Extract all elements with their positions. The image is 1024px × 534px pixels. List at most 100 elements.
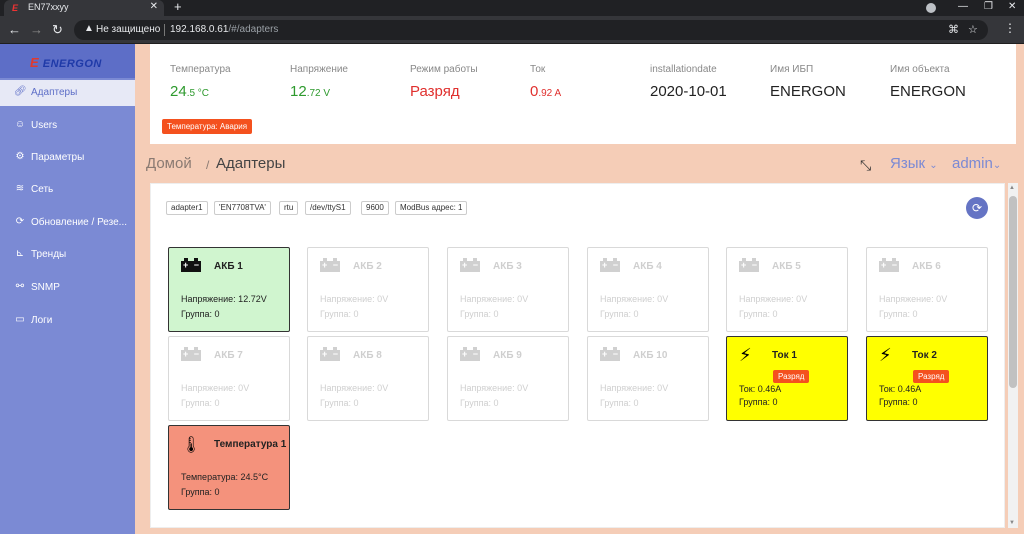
card-group: Группа: 0 xyxy=(181,398,220,408)
adapter-protocol-chip: rtu xyxy=(279,201,299,215)
adapter-card[interactable]: + − АКБ 6 Напряжение: 0V Группа: 0 xyxy=(866,247,988,332)
adapter-card[interactable]: ⚡︎ Ток 1 Разряд Ток: 0.46A Группа: 0 xyxy=(726,336,848,421)
sidebar-item-update[interactable]: ⟳ Обновление / Резе... xyxy=(0,210,135,236)
fullscreen-icon[interactable]: ⤡ xyxy=(860,157,872,173)
breadcrumb-current: Адаптеры xyxy=(216,155,286,172)
scroll-down-icon[interactable]: ▼ xyxy=(1009,520,1015,526)
energon-logo[interactable]: E ENERGON xyxy=(30,55,102,70)
scrollbar-thumb[interactable] xyxy=(1009,196,1017,388)
language-dropdown[interactable]: Язык ⌄ xyxy=(890,155,938,172)
sidebar-item-trends[interactable]: ⊾ Тренды xyxy=(0,242,135,268)
sidebar-item-parameters[interactable]: ⚙ Параметры xyxy=(0,145,135,171)
user-dropdown[interactable]: admin⌄ xyxy=(952,155,1001,172)
url-text[interactable]: 192.168.0.61/#/adapters xyxy=(170,24,278,35)
battery-terminals: + − xyxy=(602,349,618,359)
language-label: Язык xyxy=(890,155,926,172)
chevron-down-icon: ⌄ xyxy=(929,160,938,171)
adapter-card[interactable]: 🌡︎ Температура 1 Температура: 24.5°C Группа… xyxy=(168,425,290,510)
logo-text: ENERGON xyxy=(42,58,102,70)
breadcrumb-home[interactable]: Домой xyxy=(146,155,192,172)
sidebar-item-logs[interactable]: ▭ Логи xyxy=(0,308,135,334)
card-title: АКБ 3 xyxy=(493,261,522,272)
new-tab-icon[interactable]: + xyxy=(174,0,182,14)
browser-tab[interactable]: E EN77xxyy ✕ xyxy=(4,0,164,16)
document-icon: ▭ xyxy=(15,314,25,325)
sidebar-item-users[interactable]: ☺ Users xyxy=(0,113,135,139)
stat-voltage: Напряжение 12.72 V xyxy=(290,64,348,100)
address-bar: ← → ↻ ▲ Не защищено 192.168.0.61/#/adapt… xyxy=(0,16,1024,44)
battery-icon: + − xyxy=(600,347,620,364)
tab-close-icon[interactable]: ✕ xyxy=(149,1,158,12)
card-group: Группа: 0 xyxy=(320,309,359,319)
adapter-model-chip: 'EN7708TVA' xyxy=(214,201,271,215)
card-value: Температура: 24.5°C xyxy=(181,472,269,482)
adapter-card[interactable]: + − АКБ 1 Напряжение: 12.72V Группа: 0 xyxy=(168,247,290,332)
adapter-card[interactable]: + − АКБ 7 Напряжение: 0V Группа: 0 xyxy=(168,336,290,421)
bookmark-star-icon[interactable]: ☆ xyxy=(968,24,978,36)
forward-icon[interactable]: → xyxy=(30,22,43,37)
sidebar-item-network[interactable]: ≋ Сеть xyxy=(0,177,135,203)
battery-shape: + − xyxy=(181,258,201,272)
battery-terminals: + − xyxy=(602,260,618,270)
stat-ups-name: Имя ИБП ENERGON xyxy=(770,64,846,100)
stat-label: Имя ИБП xyxy=(770,64,814,75)
warning-icon[interactable]: ▲ xyxy=(84,23,94,34)
stat-int: 0 xyxy=(530,83,539,100)
card-value: Напряжение: 0V xyxy=(320,294,389,304)
logo-area: E ENERGON xyxy=(0,44,135,78)
adapter-card[interactable]: + − АКБ 3 Напряжение: 0V Группа: 0 xyxy=(447,247,569,332)
card-title: АКБ 8 xyxy=(353,350,382,361)
stat-int: 24 xyxy=(170,83,187,100)
refresh-icon: ⟳ xyxy=(971,201,983,215)
card-group: Группа: 0 xyxy=(460,309,499,319)
stat-int: 12 xyxy=(290,83,307,100)
stat-value: ENERGON xyxy=(890,83,966,100)
battery-icon: + − xyxy=(181,347,201,364)
sidebar-item-label: Параметры xyxy=(31,152,85,163)
battery-icon: + − xyxy=(320,347,340,364)
profile-icon[interactable] xyxy=(926,3,936,13)
browser-menu-icon[interactable]: ⋮ xyxy=(1004,21,1016,35)
back-icon[interactable]: ← xyxy=(8,22,21,37)
lightning-icon: ⚡︎ xyxy=(879,345,892,365)
url-path: /#/adapters xyxy=(228,24,279,35)
battery-terminals: + − xyxy=(322,260,338,270)
user-icon: ☺ xyxy=(14,119,26,130)
reload-icon[interactable]: ↻ xyxy=(52,22,63,37)
card-group: Группа: 0 xyxy=(460,398,499,408)
favicon-icon: E xyxy=(12,3,19,13)
omnibox[interactable]: ▲ Не защищено 192.168.0.61/#/adapters ⌘ … xyxy=(74,20,988,40)
minimize-icon[interactable]: — xyxy=(958,1,968,12)
card-group: Группа: 0 xyxy=(600,309,639,319)
card-value: Напряжение: 0V xyxy=(739,294,808,304)
battery-terminals: + − xyxy=(183,260,199,270)
adapter-card[interactable]: + − АКБ 4 Напряжение: 0V Группа: 0 xyxy=(587,247,709,332)
adapter-card[interactable]: + − АКБ 8 Напряжение: 0V Группа: 0 xyxy=(307,336,429,421)
window-close-icon[interactable]: ✕ xyxy=(1008,1,1017,12)
card-value: Ток: 0.46A xyxy=(739,384,782,394)
restore-icon[interactable]: ❐ xyxy=(984,1,993,12)
sidebar-item-adapters[interactable]: 🔗︎ Адаптеры xyxy=(0,80,135,106)
card-group: Группа: 0 xyxy=(879,309,918,319)
sidebar-item-snmp[interactable]: ⚯ SNMP xyxy=(0,275,135,301)
stat-object-name: Имя объекта ENERGON xyxy=(890,64,966,100)
stat-label: installationdate xyxy=(650,64,717,75)
adapter-card[interactable]: + − АКБ 5 Напряжение: 0V Группа: 0 xyxy=(726,247,848,332)
user-label: admin xyxy=(952,155,993,172)
battery-icon: + − xyxy=(600,258,620,275)
adapter-card[interactable]: + − АКБ 10 Напряжение: 0V Группа: 0 xyxy=(587,336,709,421)
battery-terminals: + − xyxy=(322,349,338,359)
not-secure-label[interactable]: Не защищено xyxy=(96,24,161,35)
stat-value: 2020-10-01 xyxy=(650,83,727,100)
translate-icon[interactable]: ⌘ xyxy=(948,24,959,36)
sidebar-item-label: Логи xyxy=(31,315,53,326)
battery-icon: + − xyxy=(181,258,201,275)
refresh-button[interactable]: ⟳ xyxy=(966,197,988,219)
battery-terminals: + − xyxy=(881,260,897,270)
sidebar-item-label: SNMP xyxy=(31,282,60,293)
card-value: Напряжение: 0V xyxy=(600,383,669,393)
adapter-card[interactable]: + − АКБ 2 Напряжение: 0V Группа: 0 xyxy=(307,247,429,332)
scroll-up-icon[interactable]: ▲ xyxy=(1009,185,1015,191)
adapter-card[interactable]: ⚡︎ Ток 2 Разряд Ток: 0.46A Группа: 0 xyxy=(866,336,988,421)
adapter-card[interactable]: + − АКБ 9 Напряжение: 0V Группа: 0 xyxy=(447,336,569,421)
